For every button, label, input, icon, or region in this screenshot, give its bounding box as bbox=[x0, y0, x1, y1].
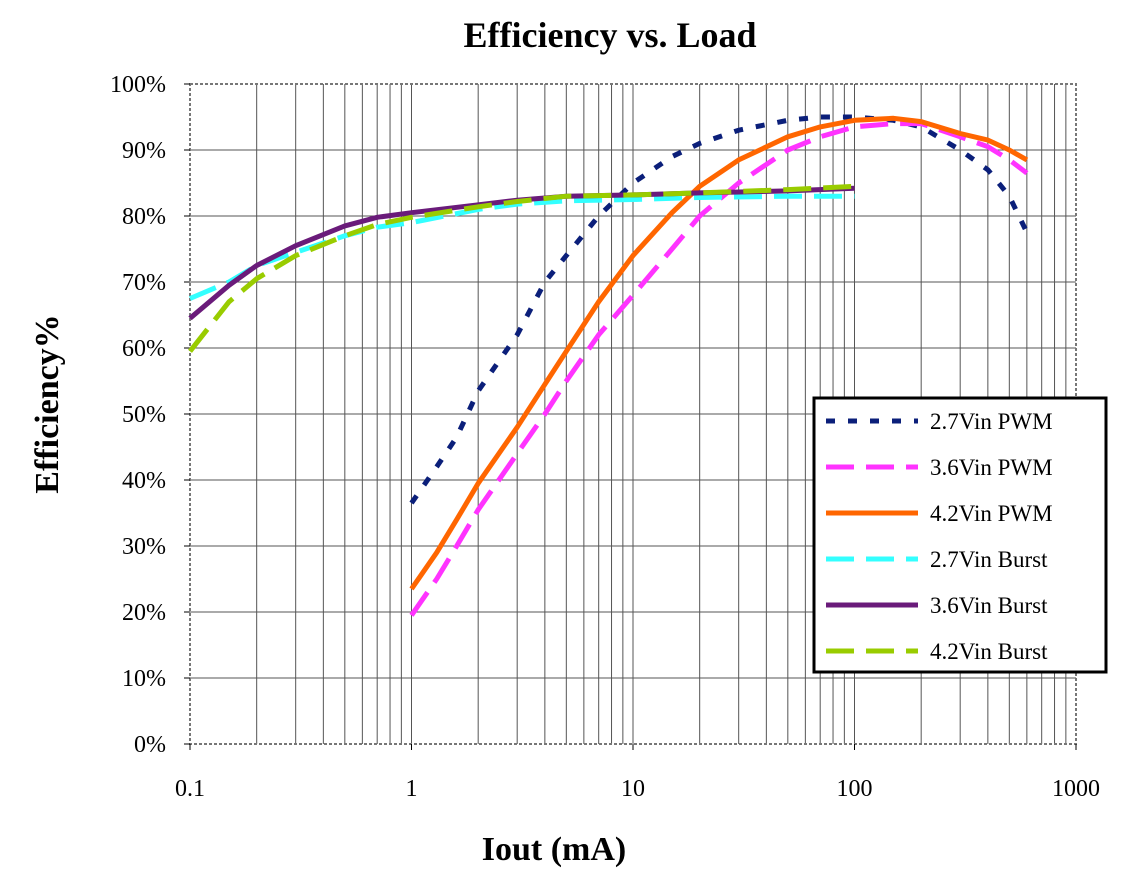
y-tick-label: 50% bbox=[122, 402, 166, 428]
chart-title: Efficiency vs. Load bbox=[464, 15, 757, 55]
x-axis-ticks: 0.1 1 10 100 1000 bbox=[175, 744, 1100, 802]
legend-label: 4.2Vin Burst bbox=[930, 639, 1048, 664]
x-tick-label: 1000 bbox=[1052, 776, 1100, 802]
legend-label: 2.7Vin Burst bbox=[930, 547, 1048, 572]
legend-label: 2.7Vin PWM bbox=[930, 409, 1053, 434]
y-tick-label: 80% bbox=[122, 204, 166, 230]
x-tick-label: 0.1 bbox=[175, 776, 205, 802]
x-axis-label: Iout (mA) bbox=[482, 831, 626, 868]
y-axis-label: Efficiency% bbox=[29, 314, 66, 493]
x-tick-label: 1 bbox=[406, 776, 418, 802]
legend-label: 4.2Vin PWM bbox=[930, 501, 1053, 526]
series-line-1 bbox=[409, 114, 1030, 505]
y-tick-label: 40% bbox=[122, 468, 166, 494]
legend-label: 3.6Vin PWM bbox=[930, 455, 1053, 480]
y-tick-label: 90% bbox=[122, 138, 166, 164]
y-tick-label: 100% bbox=[110, 72, 166, 98]
y-tick-label: 30% bbox=[122, 534, 166, 560]
series-line-6 bbox=[188, 183, 855, 353]
y-tick-label: 10% bbox=[122, 666, 166, 692]
legend: 2.7Vin PWM 3.6Vin PWM 4.2Vin PWM 2.7Vin Bur… bbox=[812, 396, 1108, 674]
legend-box bbox=[812, 396, 1108, 674]
x-tick-label: 100 bbox=[837, 776, 873, 802]
legend-label: 3.6Vin Burst bbox=[930, 593, 1048, 618]
y-tick-label: 0% bbox=[134, 732, 166, 758]
x-tick-label: 10 bbox=[621, 776, 645, 802]
y-tick-label: 60% bbox=[122, 336, 166, 362]
series-line-3 bbox=[409, 115, 1029, 591]
y-axis-ticks: 0% 10% 20% 30% 40% 50% 60% 70% 80% 90% 100% bbox=[110, 72, 190, 758]
series-line-2 bbox=[409, 121, 1029, 617]
y-tick-label: 70% bbox=[122, 270, 166, 296]
y-tick-label: 20% bbox=[122, 600, 166, 626]
series-lines bbox=[188, 114, 1030, 617]
